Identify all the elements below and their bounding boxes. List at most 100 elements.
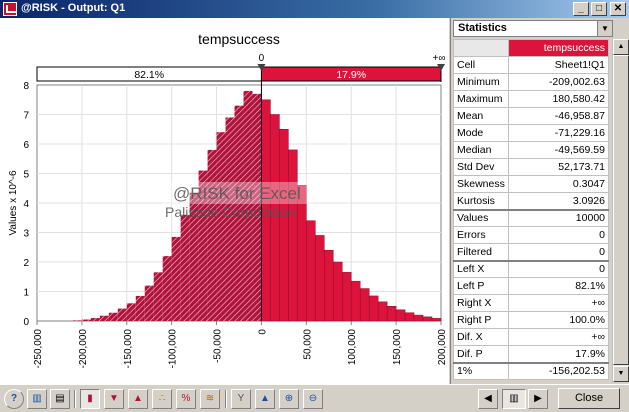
stats-row: Errors 0	[453, 226, 610, 244]
x-tick-label: 50,000	[302, 329, 313, 360]
histogram-icon[interactable]: ▮	[80, 389, 100, 409]
stat-label: Right X	[453, 294, 509, 312]
statistics-table: tempsuccess Cell Sheet1!Q1 Minimum -209,002…	[453, 39, 610, 380]
stats-row: Mode -71,229.16	[453, 124, 610, 142]
histogram-bar	[341, 272, 352, 322]
stat-label: 1%	[453, 361, 509, 380]
stat-value: 0	[507, 226, 610, 244]
stats-row: Kurtosis 3.0926	[453, 192, 610, 210]
histogram-bar	[359, 288, 370, 322]
left-delimiter-handle-icon[interactable]	[257, 64, 266, 71]
stat-value: 0.3047	[507, 175, 610, 193]
chevron-down-icon[interactable]: ▼	[597, 21, 612, 36]
stats-scrollbar[interactable]: ▲ ▼	[612, 39, 629, 382]
histogram-bar	[350, 280, 361, 322]
stats-row: Values 10000	[453, 208, 610, 227]
histogram-bar	[252, 93, 262, 321]
stat-label: Maximum	[453, 90, 509, 108]
stat-label: Filtered	[453, 243, 509, 261]
left-delimiter-label: 0	[259, 53, 265, 64]
right-delimiter-handle-icon[interactable]	[437, 64, 445, 71]
header-blank-cell	[453, 39, 509, 57]
stat-value: -46,958.87	[507, 107, 610, 125]
y-tick-label: 7	[23, 111, 29, 122]
stats-row: Minimum -209,002.63	[453, 73, 610, 91]
filter-icon[interactable]: Y	[231, 389, 251, 409]
x-tick-label: 100,000	[347, 329, 358, 366]
toolbar-separator	[225, 390, 227, 408]
zoom-out-icon[interactable]: ⊖	[303, 389, 323, 409]
table-header-row: tempsuccess	[453, 39, 610, 57]
stats-row: Dif. P 17.9%	[453, 345, 610, 363]
next-output-icon[interactable]: ▶	[528, 389, 548, 409]
histogram-bar	[162, 256, 172, 321]
histogram-bar	[368, 295, 379, 322]
stats-row: Right X +∞	[453, 294, 610, 312]
toolbar-separator	[74, 390, 76, 408]
histogram-bar	[189, 192, 199, 321]
right-delimiter-label: +∞	[433, 53, 446, 64]
stats-row: Mean -46,958.87	[453, 107, 610, 125]
y-tick-label: 0	[23, 317, 29, 328]
scroll-up-icon[interactable]: ▲	[613, 39, 629, 55]
stat-value: 0	[507, 243, 610, 261]
stat-label: Left P	[453, 277, 509, 295]
distribution-fit-icon[interactable]: ▲	[128, 389, 148, 409]
sensitivity-icon[interactable]: ≋	[200, 389, 220, 409]
stats-row: Left P 82.1%	[453, 277, 610, 295]
histogram-bar	[99, 315, 109, 321]
x-tick-label: 0	[257, 329, 268, 335]
stats-row: Cell Sheet1!Q1	[453, 56, 610, 74]
stat-value: -49,569.59	[507, 141, 610, 159]
help-icon[interactable]: ?	[4, 389, 24, 409]
histogram-bar	[297, 185, 307, 322]
watermark-backdrop	[163, 182, 313, 204]
stat-label: Right P	[453, 311, 509, 329]
maximize-button[interactable]: □	[591, 2, 607, 16]
x-tick-label: 150,000	[392, 329, 403, 366]
close-window-button[interactable]: ✕	[610, 2, 626, 16]
y-tick-label: 2	[23, 258, 29, 269]
histogram-bar	[315, 235, 325, 322]
histogram-bar	[198, 170, 208, 321]
scatter-icon[interactable]: ∴	[152, 389, 172, 409]
histogram-bar	[72, 320, 82, 321]
stat-value: -156,202.53	[507, 361, 610, 380]
x-tick-label: -250,000	[33, 329, 44, 369]
window-title: @RISK - Output: Q1	[21, 2, 126, 14]
stat-value: +∞	[507, 328, 610, 346]
x-tick-label: -200,000	[78, 329, 89, 369]
stat-value: 52,173.71	[507, 158, 610, 176]
column-header-tempsuccess[interactable]: tempsuccess	[507, 39, 610, 57]
x-tick-label: -150,000	[123, 329, 134, 369]
cumulative-icon[interactable]: ▼	[104, 389, 124, 409]
overlay-icon[interactable]: ▲	[255, 389, 275, 409]
graph-options-icon[interactable]: ▥	[27, 389, 47, 409]
output-selector-icon[interactable]: ▥	[502, 389, 526, 409]
percent-icon[interactable]: %	[176, 389, 196, 409]
scroll-down-icon[interactable]: ▼	[613, 366, 629, 382]
previous-output-icon[interactable]: ◀	[478, 389, 498, 409]
zoom-in-icon[interactable]: ⊕	[279, 389, 299, 409]
copy-report-icon[interactable]: ▤	[50, 389, 70, 409]
statistics-panel: Statistics ▼ tempsuccess Cell Sheet1!Q1 Mi…	[450, 18, 629, 384]
stat-label: Dif. P	[453, 345, 509, 363]
x-tick-label: 200,000	[437, 329, 448, 366]
title-bar: @RISK - Output: Q1 _ □ ✕	[0, 0, 629, 18]
scroll-thumb[interactable]	[613, 55, 629, 365]
close-button[interactable]: Close	[558, 388, 620, 409]
histogram-bar	[395, 309, 406, 322]
statistics-dropdown[interactable]: Statistics ▼	[453, 20, 613, 37]
y-tick-label: 8	[23, 81, 29, 92]
chart-panel: tempsuccess 0 1 2 3 4 5 6 7 8 -250,000 -200,000 -15…	[0, 18, 449, 384]
histogram-bar	[234, 105, 244, 322]
bottom-toolbar: ? ▥ ▤ ▮ ▼ ▲ ∴ % ≋ Y ▲ ⊕ ⊖ ◀ ▥ ▶ Close	[0, 384, 629, 412]
histogram-bar	[108, 312, 118, 321]
histogram-bar	[117, 308, 127, 321]
stats-row: Right P 100.0%	[453, 311, 610, 329]
stats-row: Dif. X +∞	[453, 328, 610, 346]
minimize-button[interactable]: _	[573, 2, 589, 16]
stat-value: 3.0926	[507, 192, 610, 210]
histogram-bar	[225, 117, 235, 321]
